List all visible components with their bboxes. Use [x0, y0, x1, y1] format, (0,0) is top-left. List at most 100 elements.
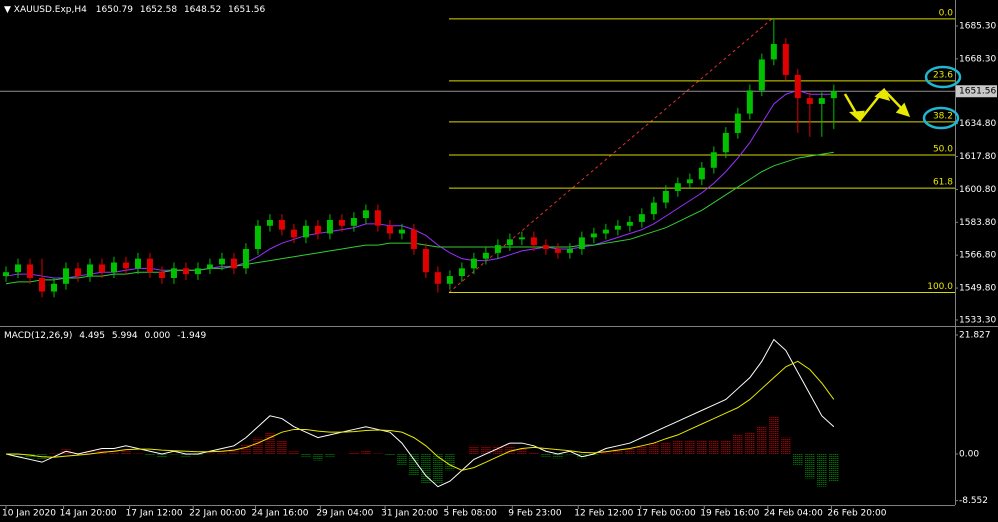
- symbol-icon: ▼: [4, 5, 14, 15]
- candle-body: [86, 264, 93, 277]
- y-tick-label: 1600.80: [959, 185, 996, 195]
- candle-body: [542, 245, 549, 249]
- x-tick-label: 19 Feb 16:00: [700, 509, 759, 519]
- macd-readout: 0.000: [145, 331, 171, 341]
- candle-body: [110, 262, 117, 273]
- symbol-title: XAUUSD.Exp,H4: [14, 5, 87, 15]
- candle-body: [782, 43, 789, 75]
- candle-body: [446, 276, 453, 284]
- candle-body: [98, 264, 105, 273]
- y-tick-label: 1668.30: [959, 54, 996, 64]
- candle-body: [254, 225, 261, 249]
- x-tick-label: 17 Jan 12:00: [126, 509, 183, 519]
- macd-line: [5, 338, 835, 488]
- macd-readout: 5.994: [112, 331, 138, 341]
- current-price-label: 1651.56: [959, 87, 996, 97]
- candle-body: [806, 98, 813, 104]
- candle-body: [266, 219, 273, 226]
- candle-body: [158, 272, 165, 279]
- highlight-ellipse: [924, 65, 962, 89]
- candle-body: [242, 248, 249, 269]
- candle-body: [506, 239, 513, 246]
- candle-body: [554, 248, 561, 253]
- candle-body: [458, 268, 465, 277]
- x-tick-label: 26 Feb 20:00: [827, 509, 886, 519]
- x-tick-label: 31 Jan 20:00: [381, 509, 438, 519]
- y-tick-label: 1566.80: [959, 251, 996, 261]
- candle-body: [194, 268, 201, 275]
- candle-body: [746, 90, 753, 114]
- y-tick-label: 1634.80: [959, 119, 996, 129]
- candle-body: [398, 229, 405, 234]
- candle-body: [182, 268, 189, 275]
- x-tick-label: 5 Feb 08:00: [444, 509, 498, 519]
- moving-average: [5, 89, 834, 279]
- candle-body: [734, 113, 741, 133]
- fib-label: 23.6: [933, 70, 953, 80]
- candle-body: [518, 237, 525, 240]
- candle-body: [386, 225, 393, 234]
- candle-body: [674, 183, 681, 191]
- arrow-head: [874, 87, 891, 101]
- quote: 1648.52: [184, 5, 221, 15]
- x-tick-label: 17 Feb 00:00: [637, 509, 696, 519]
- candle-body: [146, 258, 153, 273]
- candle-body: [614, 225, 621, 230]
- candle-body: [374, 210, 381, 226]
- x-tick-label: 24 Jan 16:00: [252, 509, 309, 519]
- y-tick-label: 1617.80: [959, 152, 996, 162]
- candle-body: [350, 218, 357, 226]
- fib-label: 38.2: [933, 111, 953, 121]
- candle-body: [2, 272, 9, 277]
- candle-body: [122, 262, 129, 269]
- macd-readout: -1.949: [177, 331, 206, 341]
- candle-body: [686, 179, 693, 184]
- x-tick-label: 29 Jan 04:00: [316, 509, 373, 519]
- candle-body: [314, 225, 321, 234]
- candle-body: [434, 272, 441, 284]
- candle-body: [206, 264, 213, 269]
- candle-body: [698, 167, 705, 180]
- candle-body: [662, 190, 669, 203]
- candle-body: [710, 152, 717, 168]
- quote: 1651.56: [228, 5, 265, 15]
- candle-body: [14, 264, 21, 273]
- candle-body: [410, 229, 417, 249]
- candle-body: [602, 229, 609, 234]
- candle-body: [578, 237, 585, 249]
- plot-layer: 1685.30 1668.30 1634.80 1617.80 1600.80 1583.…: [0, 8, 997, 519]
- fib-label: 0.0: [939, 8, 954, 18]
- candle-body: [290, 229, 297, 238]
- y-tick-label: -8.552: [959, 496, 988, 506]
- macd-line: [5, 360, 835, 471]
- candle-body: [50, 283, 57, 292]
- candle-body: [218, 258, 225, 265]
- candle-body: [482, 252, 489, 259]
- candle-body: [362, 210, 369, 219]
- candle-body: [422, 248, 429, 273]
- candle-body: [566, 248, 573, 253]
- x-tick-label: 9 Feb 23:00: [508, 509, 562, 519]
- fib-label: 61.8: [933, 178, 953, 188]
- candle-body: [794, 74, 801, 99]
- candle-body: [338, 219, 345, 226]
- x-tick-label: 12 Feb 12:00: [574, 509, 633, 519]
- candle-body: [230, 258, 237, 269]
- candle-body: [530, 237, 537, 246]
- candle-body: [494, 245, 501, 253]
- candle-body: [302, 225, 309, 238]
- current-price-box: [956, 85, 997, 98]
- candle-body: [38, 278, 45, 292]
- candle-body: [626, 221, 633, 226]
- candle-body: [590, 233, 597, 238]
- x-tick-label: 10 Jan 2020: [2, 509, 56, 519]
- macd-title: MACD(12,26,9): [4, 331, 72, 341]
- candle-body: [278, 219, 285, 230]
- x-tick-label: 22 Jan 00:00: [189, 509, 246, 519]
- candle-body: [650, 202, 657, 215]
- candle-body: [170, 268, 177, 279]
- fib-label: 100.0: [927, 282, 953, 292]
- candle-body: [62, 268, 69, 284]
